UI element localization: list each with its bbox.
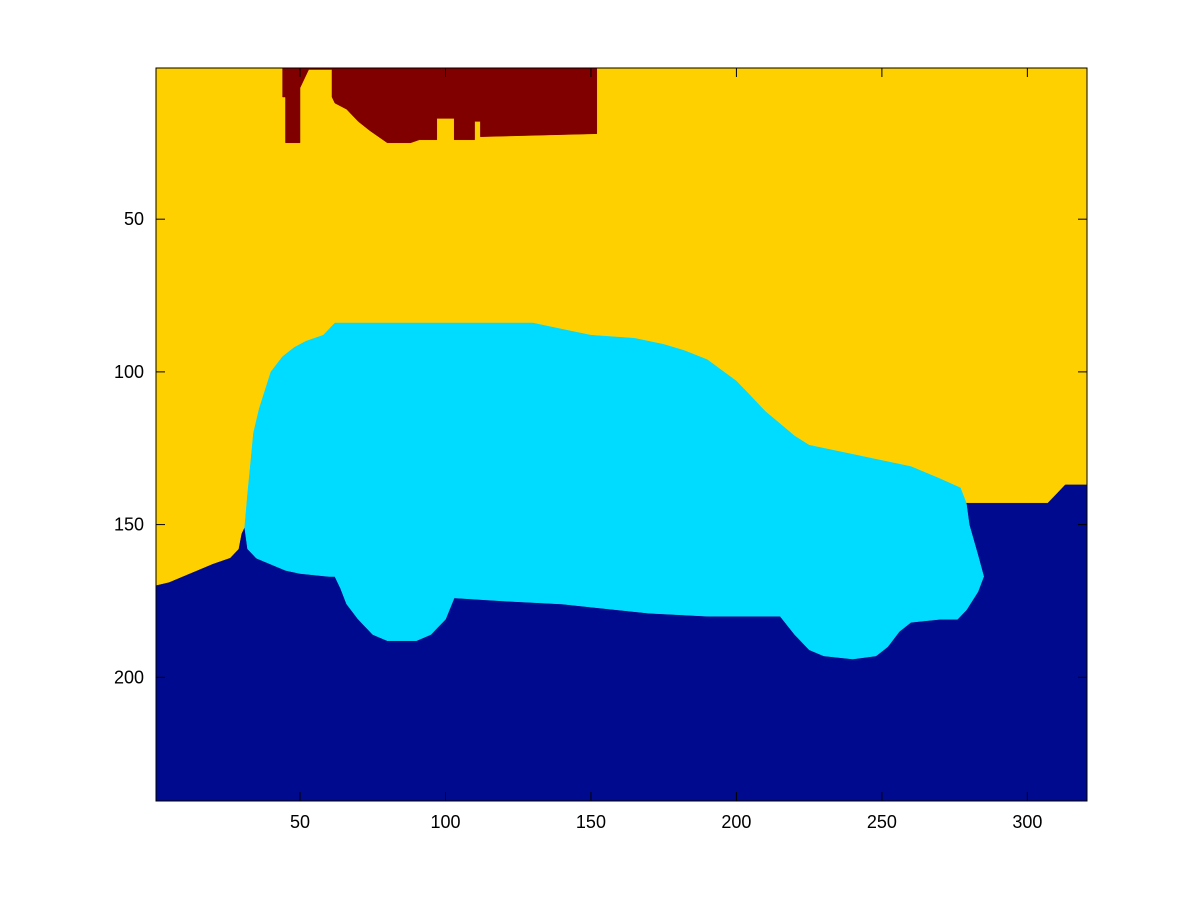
plot-frame: [155, 67, 1088, 802]
y-axis: 50 100 150 200: [114, 209, 1087, 687]
region-building: [282, 68, 598, 144]
x-tick-label: 200: [721, 812, 751, 832]
x-tick-label: 150: [576, 812, 606, 832]
region-car: [244, 322, 984, 660]
segmentation-regions: [156, 68, 1087, 801]
y-tick-label: 50: [124, 209, 144, 229]
y-tick-label: 150: [114, 515, 144, 535]
x-tick-label: 300: [1012, 812, 1042, 832]
y-tick-label: 200: [114, 667, 144, 687]
x-axis: 50 100 150 200 250 300: [290, 68, 1042, 832]
y-tick-label: 100: [114, 362, 144, 382]
x-tick-label: 50: [290, 812, 310, 832]
region-building-gap-yellow: [302, 74, 318, 144]
x-tick-label: 250: [867, 812, 897, 832]
x-tick-label: 100: [430, 812, 460, 832]
